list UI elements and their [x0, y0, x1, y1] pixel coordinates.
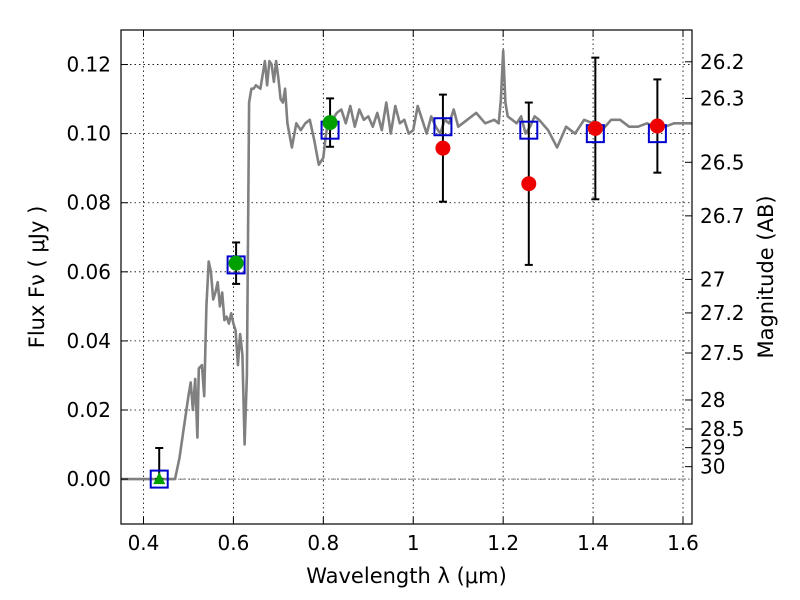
- upper-limit-marker: [153, 472, 166, 485]
- observed-flux-point: [322, 115, 338, 131]
- magnitude-tick-label: 28: [700, 388, 725, 412]
- x-tick-labels: 0.4 0.6 0.8 1 1.2 1.4 1.6: [128, 531, 699, 555]
- y-tick-label: 0.00: [66, 467, 111, 491]
- x-tick-label: 1: [407, 531, 420, 555]
- magnitude-tick-label: 26.3: [700, 86, 745, 110]
- y-axis-title: Flux Fν ( μJy ): [25, 206, 49, 349]
- y-tick-labels: 0.00 0.02 0.04 0.06 0.08 0.10 0.12: [66, 53, 111, 492]
- x-tick-label: 1.6: [667, 531, 699, 555]
- model-band-flux-layer: [149, 117, 667, 489]
- magnitude-tick-label: 30: [700, 455, 725, 479]
- magnitude-tick-label: 26.2: [700, 50, 745, 74]
- x-tick-label: 0.6: [217, 531, 249, 555]
- axis-ticks: [121, 30, 692, 524]
- grid: [121, 30, 692, 524]
- x-tick-label: 0.8: [307, 531, 339, 555]
- x-tick-label: 1.2: [487, 531, 519, 555]
- y-tick-label: 0.08: [66, 191, 111, 215]
- model-spectrum-layer: [121, 49, 692, 481]
- magnitude-axis-title: Magnitude (AB): [754, 195, 778, 358]
- y-tick-label: 0.06: [66, 260, 111, 284]
- observed-flux-point: [435, 140, 451, 156]
- y-tick-label: 0.04: [66, 329, 111, 353]
- observed-flux-point: [649, 118, 665, 134]
- magnitude-tick-label: 27.5: [700, 341, 745, 365]
- magnitude-tick-label: 26.7: [700, 204, 745, 228]
- model-band-flux-square: [519, 120, 539, 140]
- magnitude-tick-label: 27: [700, 267, 725, 291]
- observed-flux-point: [228, 255, 244, 271]
- observed-flux-layer: [153, 115, 665, 485]
- magnitude-tick-label: 29: [700, 436, 725, 460]
- model-spectrum-line: [121, 49, 692, 481]
- y-tick-label: 0.02: [66, 398, 111, 422]
- x-tick-label: 0.4: [128, 531, 160, 555]
- y-tick-label: 0.10: [66, 122, 111, 146]
- model-band-flux-square: [149, 469, 169, 489]
- plot-frame: [120, 29, 693, 525]
- observed-flux-point: [587, 120, 603, 136]
- x-tick-label: 1.4: [577, 531, 609, 555]
- y-tick-label: 0.12: [66, 53, 111, 77]
- model-band-flux-square: [433, 117, 453, 137]
- magnitude-tick-label: 26.5: [700, 150, 745, 174]
- x-axis-title: Wavelength λ (μm): [306, 564, 507, 588]
- magnitude-tick-label: 27.2: [700, 301, 745, 325]
- observed-flux-point: [521, 176, 537, 192]
- magnitude-tick-label: 28.5: [700, 417, 745, 441]
